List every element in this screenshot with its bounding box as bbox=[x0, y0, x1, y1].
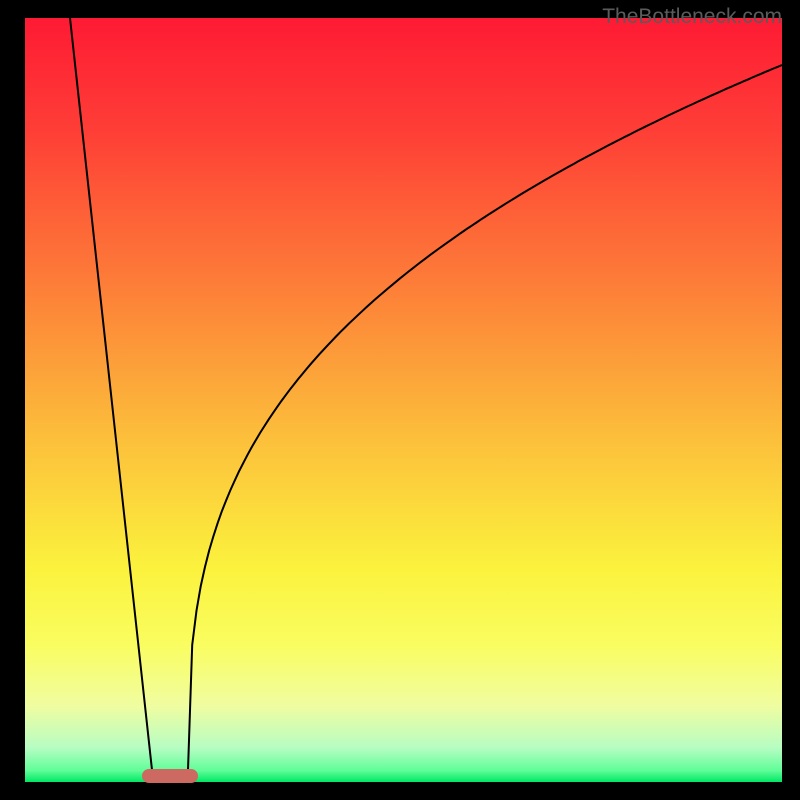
bottleneck-chart: TheBottleneck.com bbox=[0, 0, 800, 800]
plot-background bbox=[25, 18, 782, 782]
watermark-text: TheBottleneck.com bbox=[602, 5, 782, 29]
current-config-marker bbox=[142, 769, 198, 783]
chart-svg bbox=[0, 0, 800, 800]
